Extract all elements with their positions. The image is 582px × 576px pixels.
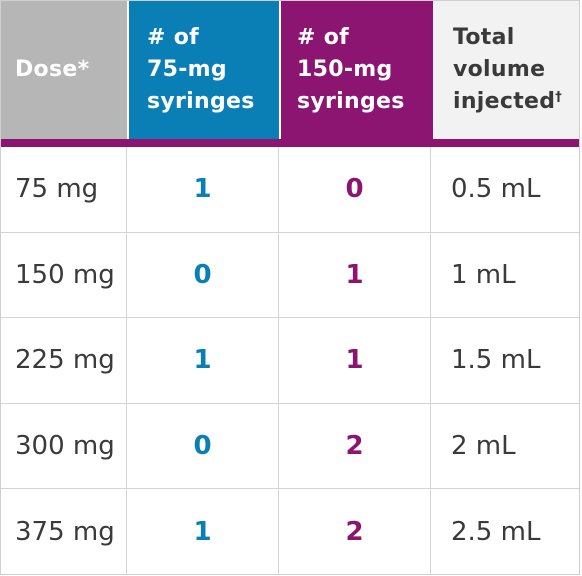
volume-cell: 0.5 mL [451,174,541,205]
header-dose-label: Dose* [15,57,90,82]
header-total-volume-text: Total volume injected [453,25,556,114]
header-total-volume: Total volume injected† [433,1,579,139]
syringes-150-cell: 2 [279,403,431,489]
table-body: 75 mg 1 0 0.5 mL 150 mg 0 1 1 mL 225 mg … [1,147,579,575]
syringes-150-cell: 2 [279,489,431,575]
table-row: 225 mg 1 1 1.5 mL [1,318,579,404]
header-dose: Dose* [1,1,127,139]
syringes-75-cell: 1 [127,147,279,232]
table-header: Dose* # of 75-mg syringes # of 150-mg sy… [1,1,579,139]
table-row: 75 mg 1 0 0.5 mL [1,147,579,233]
volume-cell: 2.5 mL [451,517,541,548]
volume-cell: 1 mL [451,259,516,290]
table-row: 300 mg 0 2 2 mL [1,403,579,490]
header-75mg-syringes: # of 75-mg syringes [129,1,279,139]
dose-cell: 75 mg [1,147,127,232]
header-150mg-label: # of 150-mg syringes [297,25,405,114]
syringes-75-cell: 1 [127,489,279,575]
syringes-75-cell: 0 [127,403,279,489]
dose-cell: 375 mg [1,489,127,575]
header-75mg-label: # of 75-mg syringes [147,25,255,114]
syringes-150-cell: 1 [279,232,431,318]
volume-cell: 1.5 mL [451,345,541,376]
dose-cell: 300 mg [1,403,127,489]
header-150mg-syringes: # of 150-mg syringes [281,1,433,139]
dose-cell: 150 mg [1,232,127,318]
syringes-150-cell: 0 [279,147,431,232]
table-row: 375 mg 1 2 2.5 mL [1,489,579,575]
header-total-volume-label: Total volume injected† [453,22,562,118]
syringes-150-cell: 1 [279,318,431,403]
volume-cell: 2 mL [451,431,516,462]
dagger-mark: † [555,90,563,105]
syringes-75-cell: 0 [127,232,279,318]
header-divider [1,139,579,147]
dose-cell: 225 mg [1,318,127,403]
syringes-75-cell: 1 [127,318,279,403]
table-row: 150 mg 0 1 1 mL [1,232,579,319]
